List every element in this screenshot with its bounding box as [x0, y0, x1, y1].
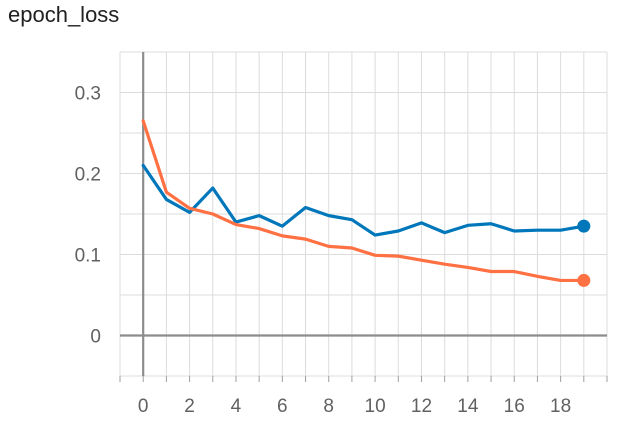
x-tick-label: 8 — [323, 396, 334, 417]
x-tick-label: 18 — [550, 396, 571, 417]
series-line-0 — [141, 163, 586, 237]
tick-label-layer: 0 2 4 6 8 10 12 14 16 18 0 0.1 0.2 0.3 — [75, 84, 572, 418]
x-tick-label: 10 — [365, 396, 386, 417]
series-end-marker-1 — [577, 273, 591, 287]
series-layer — [141, 119, 591, 287]
grid-layer — [119, 51, 608, 377]
chart-title: epoch_loss — [8, 2, 120, 27]
y-tick-label: 0.3 — [75, 84, 101, 105]
y-tick-label: 0.1 — [75, 246, 101, 267]
series-line-1 — [141, 119, 586, 283]
series-end-marker-0 — [577, 219, 591, 233]
y-tick-label: 0 — [90, 327, 101, 348]
x-tick-label: 6 — [277, 396, 288, 417]
x-tick-label: 0 — [138, 396, 149, 417]
x-tick-label: 4 — [231, 396, 242, 417]
y-tick-label: 0.2 — [75, 165, 101, 186]
x-tick-label: 16 — [504, 396, 525, 417]
x-tick-label: 14 — [457, 396, 479, 417]
x-tick-label: 12 — [411, 396, 432, 417]
x-tick-label: 2 — [184, 396, 195, 417]
axis-layer — [119, 52, 608, 382]
